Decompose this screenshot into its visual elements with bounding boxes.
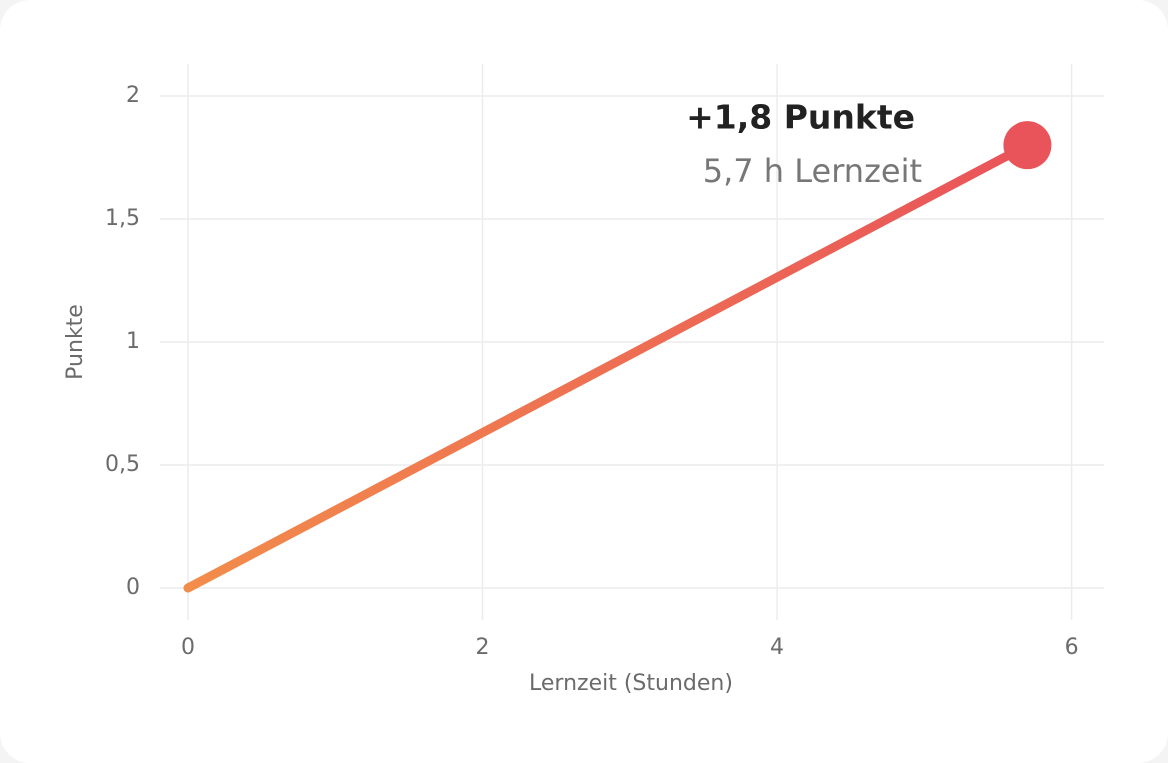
y-tick-label: 0,5 — [105, 452, 140, 477]
x-tick-label: 2 — [476, 635, 490, 660]
end-point — [1003, 121, 1052, 170]
x-axis-label: Lernzeit (Stunden) — [529, 671, 733, 696]
x-tick-label: 4 — [770, 635, 784, 660]
y-tick-label: 0 — [126, 575, 140, 600]
annotation-value: +1,8 Punkte — [686, 98, 915, 137]
x-tick-label: 0 — [181, 635, 195, 660]
y-tick-label: 2 — [126, 83, 140, 108]
y-tick-label: 1 — [126, 329, 140, 354]
line — [183, 140, 1032, 593]
x-tick-label: 6 — [1065, 635, 1079, 660]
annotation-time: 5,7 h Lernzeit — [703, 152, 922, 190]
y-tick-label: 1,5 — [105, 206, 140, 231]
y-axis-label: Punkte — [63, 304, 88, 380]
